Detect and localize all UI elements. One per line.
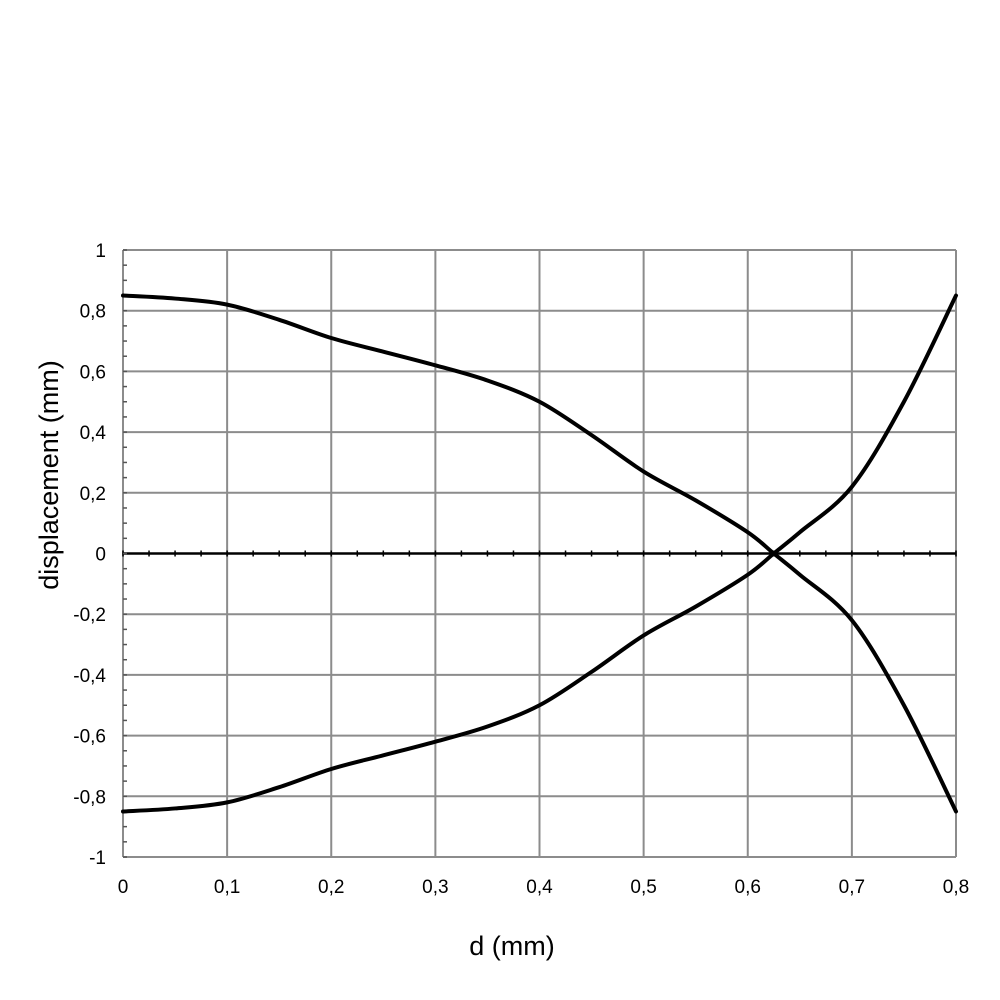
series-layer (121, 293, 958, 814)
x-tick-label: 0 (118, 877, 129, 898)
y-tick-label: 1 (95, 241, 106, 262)
x-tick-label: 0,8 (943, 877, 969, 898)
y-tick-labels: 1 0,8 0,6 0,4 0,2 0 -0,2 -0,4 -0,6 -0,8 -1 (73, 241, 106, 869)
y-tick-label: -0,4 (73, 666, 106, 687)
x-tick-label: 0,4 (526, 877, 553, 898)
y-tick-label: 0,4 (80, 423, 107, 444)
y-tick-label: -0,6 (73, 727, 106, 748)
y-tick-label: 0,2 (80, 484, 106, 505)
y-tick-label: -1 (89, 848, 106, 869)
x-tick-label: 0,7 (839, 877, 865, 898)
x-tick-labels: 0 0,1 0,2 0,3 0,4 0,5 0,6 0,7 0,8 (118, 877, 970, 898)
x-axis-title: d (mm) (469, 931, 554, 961)
x-tick-label: 0,1 (214, 877, 240, 898)
y-tick-label: 0,8 (80, 302, 106, 323)
x-tick-label: 0,6 (735, 877, 761, 898)
y-tick-label: 0,6 (80, 362, 106, 383)
y-tick-label: 0 (95, 545, 106, 566)
series-line-2 (121, 293, 958, 814)
grid (122, 249, 957, 858)
x-tick-label: 0,3 (422, 877, 448, 898)
x-tick-label: 0,5 (630, 877, 656, 898)
series-line-1 (121, 293, 958, 814)
y-tick-label: -0,8 (73, 787, 106, 808)
x-tick-label: 0,2 (318, 877, 344, 898)
y-axis-title: displacement (mm) (34, 360, 64, 590)
y-tick-label: -0,2 (73, 605, 106, 626)
